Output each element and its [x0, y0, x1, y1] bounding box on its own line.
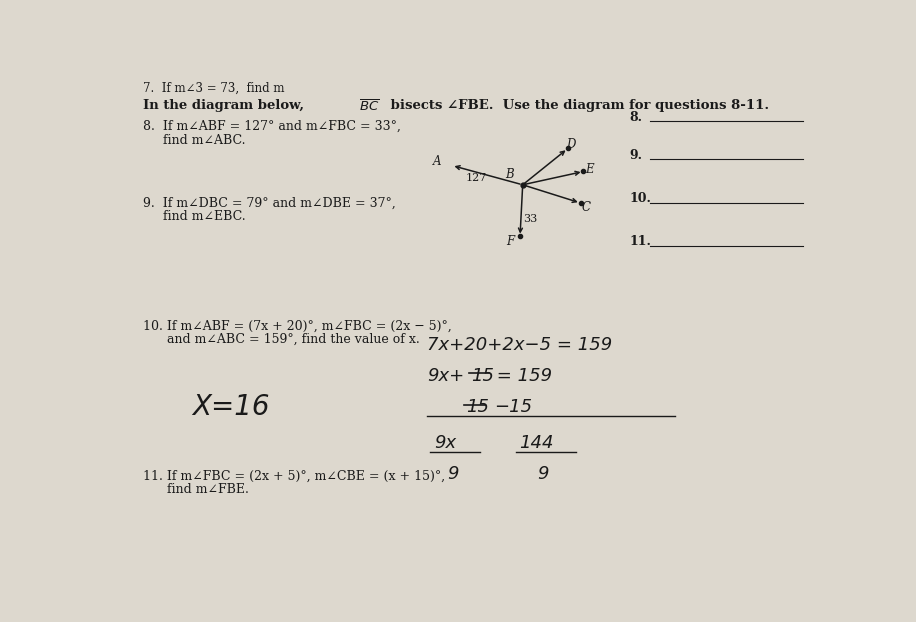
Text: 7x+20+2x−5 = 159: 7x+20+2x−5 = 159: [427, 336, 612, 354]
Text: 10.: 10.: [629, 192, 651, 205]
Text: 9: 9: [537, 465, 549, 483]
Text: and m∠ABC = 159°, find the value of x.: and m∠ABC = 159°, find the value of x.: [143, 333, 420, 346]
Text: 15: 15: [471, 367, 494, 385]
Text: In the diagram below,: In the diagram below,: [143, 98, 313, 111]
Text: 10. If m∠ABF = (7x + 20)°, m∠FBC = (2x − 5)°,: 10. If m∠ABF = (7x + 20)°, m∠FBC = (2x −…: [143, 320, 452, 333]
Text: B: B: [505, 168, 514, 181]
Text: 9x+: 9x+: [427, 367, 464, 385]
Text: E: E: [585, 163, 594, 176]
Text: $\overline{BC}$: $\overline{BC}$: [359, 98, 380, 114]
Text: 8.: 8.: [629, 111, 642, 124]
Text: F: F: [507, 235, 515, 248]
Text: X=16: X=16: [192, 393, 270, 421]
Text: 8.  If m∠ABF = 127° and m∠FBC = 33°,: 8. If m∠ABF = 127° and m∠FBC = 33°,: [143, 120, 401, 133]
Text: C: C: [582, 201, 590, 214]
Text: 7.  If m∠3 = 73,  find m: 7. If m∠3 = 73, find m: [143, 82, 284, 95]
Text: D: D: [566, 137, 576, 151]
Text: −15: −15: [495, 398, 532, 416]
Text: 144: 144: [519, 434, 553, 452]
Text: find m∠EBC.: find m∠EBC.: [143, 210, 245, 223]
Text: A: A: [433, 156, 442, 169]
Text: 11. If m∠FBC = (2x + 5)°, m∠CBE = (x + 15)°,: 11. If m∠FBC = (2x + 5)°, m∠CBE = (x + 1…: [143, 470, 445, 483]
Text: 11.: 11.: [629, 235, 651, 248]
Text: 9: 9: [447, 465, 458, 483]
Text: find m∠ABC.: find m∠ABC.: [143, 134, 245, 147]
Text: 33: 33: [523, 215, 537, 225]
Text: 9.: 9.: [629, 149, 642, 162]
Text: = 159: = 159: [491, 367, 551, 385]
Text: 9x: 9x: [434, 434, 456, 452]
Text: 15: 15: [466, 398, 489, 416]
Text: 127: 127: [466, 173, 487, 183]
Text: 9.  If m∠DBC = 79° and m∠DBE = 37°,: 9. If m∠DBC = 79° and m∠DBE = 37°,: [143, 197, 396, 210]
Text: find m∠FBE.: find m∠FBE.: [143, 483, 249, 496]
Text: bisects ∠FBE.  Use the diagram for questions 8-11.: bisects ∠FBE. Use the diagram for questi…: [387, 98, 769, 111]
